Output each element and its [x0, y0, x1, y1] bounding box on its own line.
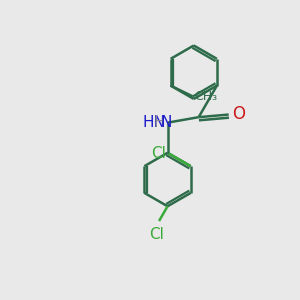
Text: N: N — [160, 115, 172, 130]
Text: Cl: Cl — [151, 146, 166, 160]
Text: HN: HN — [142, 115, 165, 130]
Text: CH₃: CH₃ — [194, 90, 217, 103]
Text: O: O — [232, 105, 245, 123]
Text: Cl: Cl — [149, 227, 164, 242]
Text: H: H — [154, 115, 165, 130]
